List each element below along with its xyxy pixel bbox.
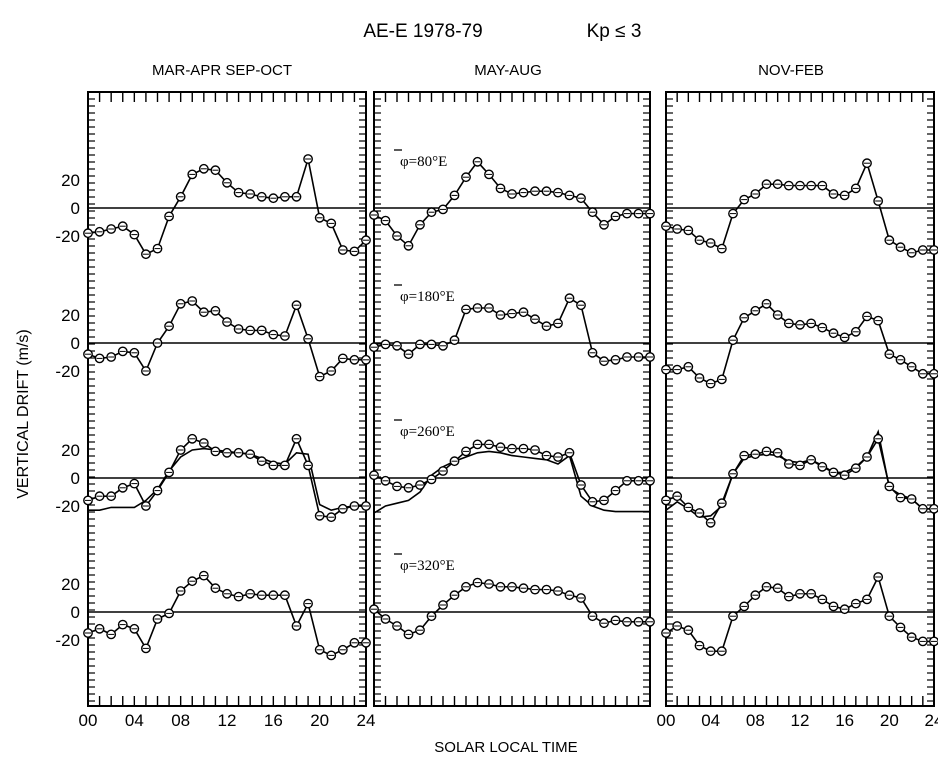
figure-title: AE-E 1978-79 (363, 21, 482, 42)
x-tick-label: 04 (125, 711, 144, 730)
x-tick-label: 20 (310, 711, 329, 730)
strip-longitude-label: φ=260°E (400, 424, 455, 440)
y-tick-label: 20 (61, 441, 80, 460)
panel-title-may-aug: MAY-AUG (474, 62, 542, 79)
data-line (665, 574, 934, 653)
x-tick-label: 00 (79, 711, 98, 730)
x-tick-label: 04 (701, 711, 720, 730)
model-line (88, 447, 366, 512)
model-line (665, 429, 934, 519)
data-line (373, 160, 650, 248)
y-tick-label: -20 (55, 362, 80, 381)
model-line (373, 450, 650, 514)
x-tick-label: 08 (171, 711, 190, 730)
data-line (87, 300, 366, 378)
y-tick-label: 20 (61, 171, 80, 190)
data-line (665, 436, 934, 525)
x-tick-label: 08 (746, 711, 765, 730)
kp-condition: Kp ≤ 3 (587, 21, 642, 42)
panel-title-mar-apr-sep-oct: MAR-APR SEP-OCT (152, 62, 292, 79)
y-tick-label: -20 (55, 631, 80, 650)
x-tick-label: 20 (880, 711, 899, 730)
x-tick-label: 00 (657, 711, 676, 730)
x-tick-label: 16 (835, 711, 854, 730)
panel-0: 20 0 -20 20 0 -20 20 0 -20 20 0 -20 00 04 08 12 16 20 24 (55, 91, 376, 730)
panel-title-nov-feb: NOV-FEB (758, 62, 824, 79)
x-tick-label: 16 (264, 711, 283, 730)
x-tick-label: 24 (925, 711, 938, 730)
y-tick-label: 0 (71, 199, 80, 218)
data-line (87, 574, 366, 657)
x-tick-label: 24 (357, 711, 376, 730)
y-axis-label: VERTICAL DRIFT (m/s) (15, 329, 32, 499)
y-tick-label: 0 (71, 334, 80, 353)
data-line (373, 297, 650, 363)
panel-1: φ=80°E φ=180°E φ=260°E φ=320°E (369, 91, 655, 707)
panel-2: 00 04 08 12 16 20 24 (657, 91, 938, 730)
strip-longitude-label: φ=180°E (400, 289, 455, 305)
x-tick-label: 12 (791, 711, 810, 730)
chart-panels: 20 0 -20 20 0 -20 20 0 -20 20 0 -20 00 04 08 12 16 20 24 φ=… (55, 91, 938, 730)
y-tick-label: -20 (55, 497, 80, 516)
y-tick-label: 20 (61, 575, 80, 594)
y-tick-label: 0 (71, 469, 80, 488)
y-tick-label: -20 (55, 227, 80, 246)
x-tick-label: 12 (218, 711, 237, 730)
x-axis-label: SOLAR LOCAL TIME (434, 739, 577, 756)
data-line (87, 158, 367, 256)
strip-longitude-label: φ=80°E (400, 154, 447, 170)
y-tick-label: 20 (61, 306, 80, 325)
y-tick-label: 0 (71, 603, 80, 622)
strip-longitude-label: φ=320°E (400, 558, 455, 574)
data-line (666, 302, 934, 385)
panel-frame (373, 91, 651, 707)
